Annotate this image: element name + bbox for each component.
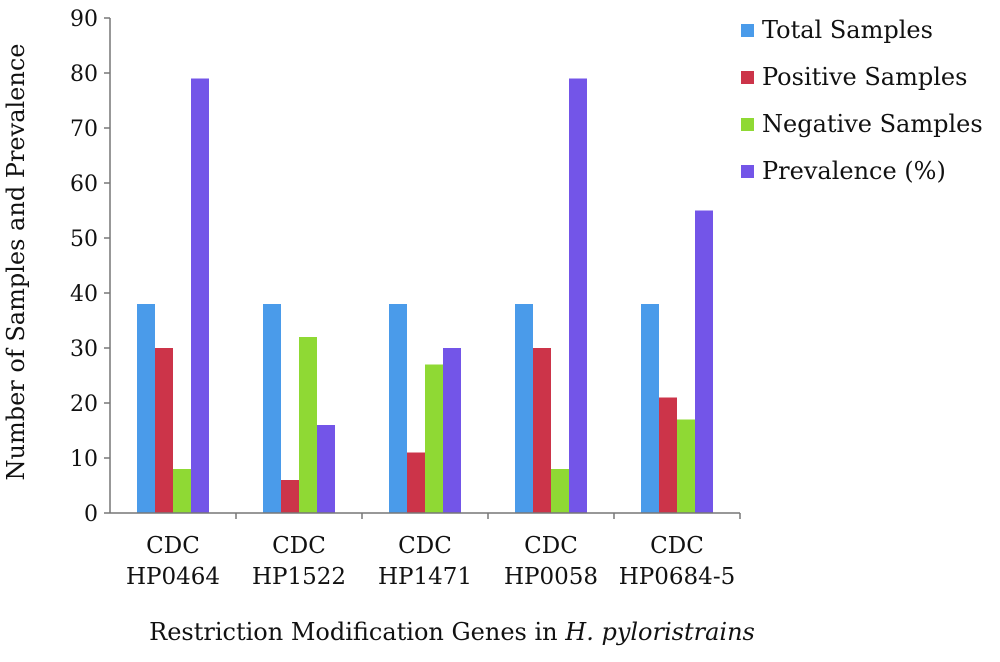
y-tick-label: 30: [70, 337, 98, 362]
bar-positive-samples-3: [407, 452, 425, 513]
legend-label: Total Samples: [762, 16, 933, 44]
bar-positive-samples-4: [533, 348, 551, 513]
legend-swatch: [741, 165, 754, 178]
bar-negative-samples-2: [299, 337, 317, 513]
legend-label: Positive Samples: [762, 63, 967, 91]
legend-swatch: [741, 118, 754, 131]
bar-negative-samples-4: [551, 469, 569, 513]
y-axis-title: Number of Samples and Prevalence: [2, 44, 30, 481]
x-category-label: CDC: [650, 533, 704, 559]
legend-swatch: [741, 71, 754, 84]
bar-total-samples-4: [515, 304, 533, 513]
x-category-label: CDC: [146, 533, 200, 559]
bar-prevalence-2: [317, 425, 335, 513]
y-tick-label: 0: [84, 502, 98, 527]
bar-positive-samples-5: [659, 397, 677, 513]
y-tick-label: 70: [70, 117, 98, 142]
axes-layer: 0 10 20 30 40 50 60 70 80 90 CDC HP0464 CDC HP1522 CDC…: [70, 7, 741, 590]
x-category-label: CDC: [398, 533, 452, 559]
bar-total-samples-5: [641, 304, 659, 513]
bar-negative-samples-5: [677, 419, 695, 513]
bar-total-samples-3: [389, 304, 407, 513]
bar-negative-samples-1: [173, 469, 191, 513]
x-category-label: HP0684-5: [619, 564, 735, 590]
bar-negative-samples-3: [425, 364, 443, 513]
bar-prevalence-1: [191, 78, 209, 513]
x-axis-title: Restriction Modification Genes in H. pyl…: [149, 618, 755, 646]
x-category-label: CDC: [272, 533, 326, 559]
y-tick-label: 60: [70, 172, 98, 197]
bars-layer: [137, 78, 713, 513]
legend-label: Prevalence (%): [762, 157, 946, 185]
y-tick-label: 90: [70, 7, 98, 32]
x-category-label: HP1522: [252, 564, 346, 590]
y-tick-label: 50: [70, 227, 98, 252]
bar-total-samples-2: [263, 304, 281, 513]
legend-swatch: [741, 24, 754, 37]
y-tick-label: 10: [70, 447, 98, 472]
bar-positive-samples-2: [281, 480, 299, 513]
x-axis-title-italic: H. pyloristrains: [564, 618, 755, 646]
x-category-label: CDC: [524, 533, 578, 559]
x-axis-title-main: Restriction Modification Genes in: [149, 618, 565, 646]
legend: Total Samples Positive Samples Negative Sa…: [741, 16, 983, 185]
bar-prevalence-3: [443, 348, 461, 513]
y-tick-label: 20: [70, 392, 98, 417]
x-category-label: HP0464: [126, 564, 220, 590]
bar-prevalence-4: [569, 78, 587, 513]
x-category-label: HP0058: [504, 564, 598, 590]
bar-positive-samples-1: [155, 348, 173, 513]
x-category-label: HP1471: [378, 564, 472, 590]
bar-prevalence-5: [695, 210, 713, 513]
y-tick-label: 80: [70, 62, 98, 87]
legend-label: Negative Samples: [762, 110, 983, 138]
y-tick-label: 40: [70, 282, 98, 307]
bar-total-samples-1: [137, 304, 155, 513]
